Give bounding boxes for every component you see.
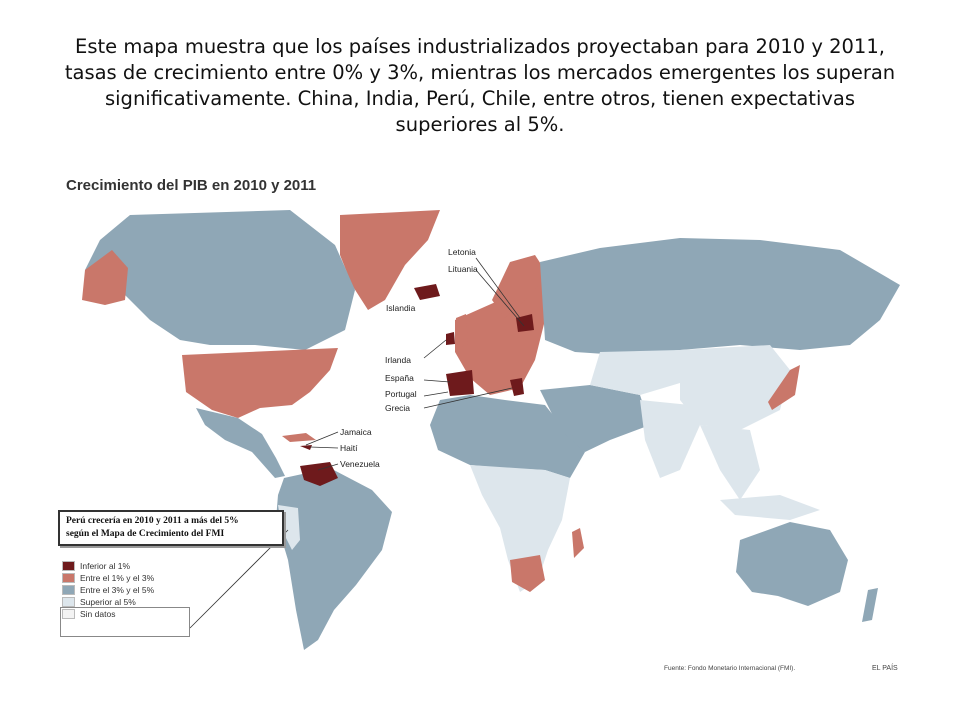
legend-item: Superior al 5% bbox=[62, 596, 154, 608]
europe bbox=[455, 262, 555, 395]
legend-item: Inferior al 1% bbox=[62, 560, 154, 572]
label-jamaica: Jamaica bbox=[340, 427, 372, 437]
alaska bbox=[82, 250, 128, 305]
southern-africa bbox=[510, 555, 545, 592]
new-zealand bbox=[862, 588, 878, 622]
legend-item: Entre el 3% y el 5% bbox=[62, 584, 154, 596]
uk bbox=[456, 314, 468, 348]
label-espana: España bbox=[385, 373, 414, 383]
venezuela bbox=[300, 462, 338, 486]
greece bbox=[510, 378, 524, 396]
middle-east bbox=[540, 385, 650, 452]
indonesia bbox=[720, 495, 820, 520]
madagascar bbox=[572, 528, 584, 558]
japan bbox=[768, 365, 800, 410]
legend-label: Sin datos bbox=[80, 609, 116, 619]
legend-item: Sin datos bbox=[62, 608, 154, 620]
label-portugal: Portugal bbox=[385, 389, 417, 399]
legend-label: Entre el 1% y el 3% bbox=[80, 573, 155, 583]
map-legend: Inferior al 1% Entre el 1% y el 3% Entre… bbox=[62, 560, 154, 620]
usa bbox=[182, 348, 338, 418]
legend-label: Inferior al 1% bbox=[80, 561, 131, 571]
scandinavia bbox=[492, 255, 548, 318]
map-title: Crecimiento del PIB en 2010 y 2011 bbox=[66, 177, 317, 194]
slide-caption: Este mapa muestra que los países industr… bbox=[64, 35, 896, 136]
southeast-asia bbox=[700, 425, 760, 500]
jamaica-haiti bbox=[300, 445, 312, 450]
central-asia bbox=[590, 350, 690, 395]
russia bbox=[540, 238, 900, 355]
legend-item: Entre el 1% y el 3% bbox=[62, 572, 154, 584]
label-irlanda: Irlanda bbox=[385, 355, 411, 365]
legend-swatch bbox=[62, 609, 75, 619]
iceland bbox=[414, 284, 440, 300]
label-venezuela: Venezuela bbox=[340, 459, 380, 469]
greenland bbox=[340, 210, 440, 310]
callout-line-1: Perú crecería en 2010 y 2011 a más del 5… bbox=[66, 516, 239, 526]
cuba bbox=[282, 433, 316, 442]
india bbox=[640, 400, 700, 478]
source-note: Fuente: Fondo Monetario Internacional (F… bbox=[664, 665, 796, 672]
australia bbox=[736, 522, 848, 606]
legend-label: Superior al 5% bbox=[80, 597, 136, 607]
legend-label: Entre el 3% y el 5% bbox=[80, 585, 155, 595]
brand-logo: EL PAÍS bbox=[872, 665, 898, 672]
legend-swatch bbox=[62, 597, 75, 607]
baltics bbox=[516, 314, 534, 332]
label-grecia: Grecia bbox=[385, 403, 411, 413]
south-america bbox=[276, 468, 392, 650]
label-lituania: Lituania bbox=[448, 264, 478, 274]
canada bbox=[85, 210, 355, 350]
mexico bbox=[196, 408, 285, 478]
spain-portugal bbox=[446, 370, 474, 396]
callout-line-2: según el Mapa de Crecimiento del FMI bbox=[66, 529, 225, 539]
legend-swatch bbox=[62, 585, 75, 595]
central-africa bbox=[470, 465, 570, 592]
legend-highlight-box bbox=[60, 607, 190, 637]
label-letonia: Letonia bbox=[448, 247, 476, 257]
north-africa bbox=[430, 395, 585, 478]
legend-swatch bbox=[62, 561, 75, 571]
peru-callout: Perú crecería en 2010 y 2011 a más del 5… bbox=[58, 510, 284, 546]
ireland bbox=[446, 332, 455, 345]
legend-swatch bbox=[62, 573, 75, 583]
label-haiti: Haití bbox=[340, 443, 358, 453]
label-islandia: Islandia bbox=[386, 303, 416, 313]
china bbox=[680, 345, 790, 430]
